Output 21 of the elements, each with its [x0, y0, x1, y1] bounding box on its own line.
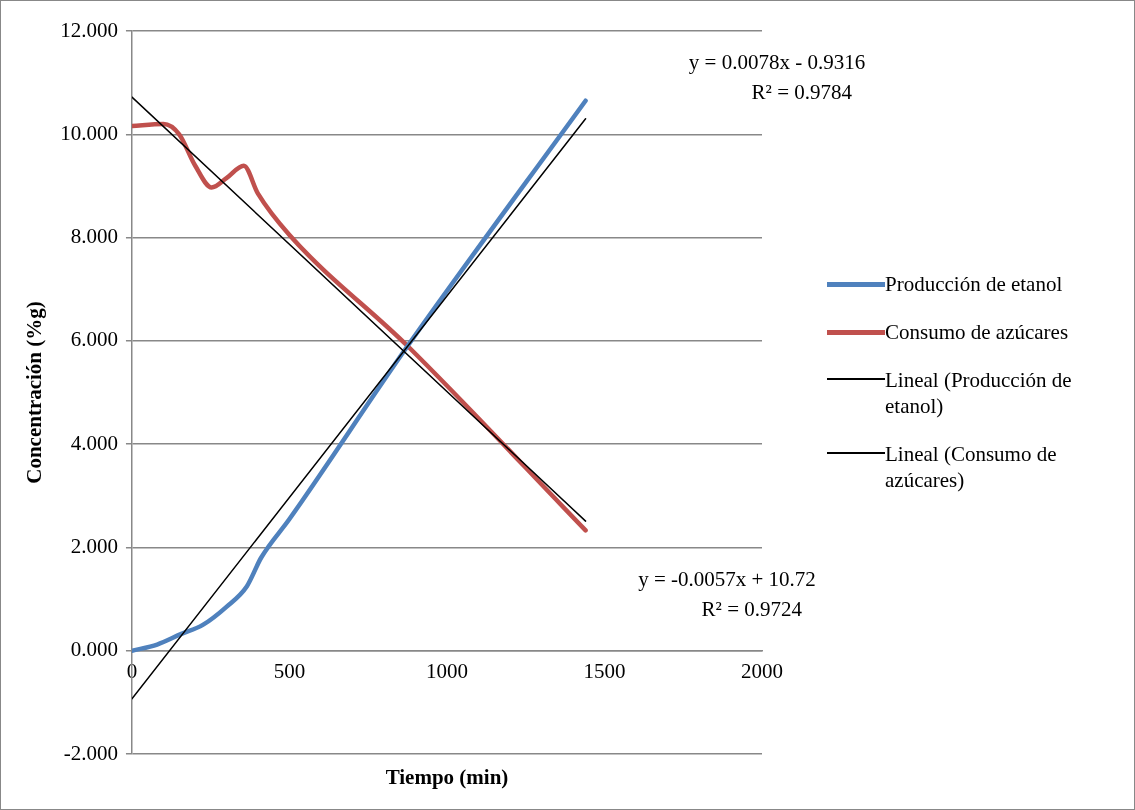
legend-label: Lineal (Producción de etanol) [885, 367, 1073, 419]
legend-label: Producción de etanol [885, 271, 1063, 297]
legend-label: Lineal (Consumo de azúcares) [885, 441, 1058, 493]
x-tick-label: 1000 [425, 658, 468, 683]
x-tick-label: 500 [273, 658, 306, 683]
y-tick-label: 10.000 [60, 120, 118, 145]
annotation: y = -0.0057x + 10.72 R² = 0.9724 [638, 567, 816, 621]
x-tick-label: 1500 [583, 658, 626, 683]
y-tick-label: 12.000 [60, 17, 118, 42]
x-axis-title: Tiempo (min) [385, 765, 509, 789]
y-tick-label: 8.000 [70, 224, 118, 249]
y-axis-title: Concentración (%g) [22, 301, 47, 484]
annotation: y = 0.0078x - 0.9316 R² = 0.9784 [688, 50, 866, 104]
y-tick-label: 0.000 [70, 637, 118, 662]
legend-label: Consumo de azúcares [885, 319, 1069, 345]
y-tick-label: -2.000 [63, 740, 118, 765]
y-tick-label: 6.000 [70, 327, 118, 352]
x-tick-label: 0 [126, 658, 138, 683]
y-tick-label: 4.000 [70, 430, 118, 455]
y-tick-label: 2.000 [70, 533, 118, 558]
x-tick-label: 2000 [741, 658, 783, 683]
